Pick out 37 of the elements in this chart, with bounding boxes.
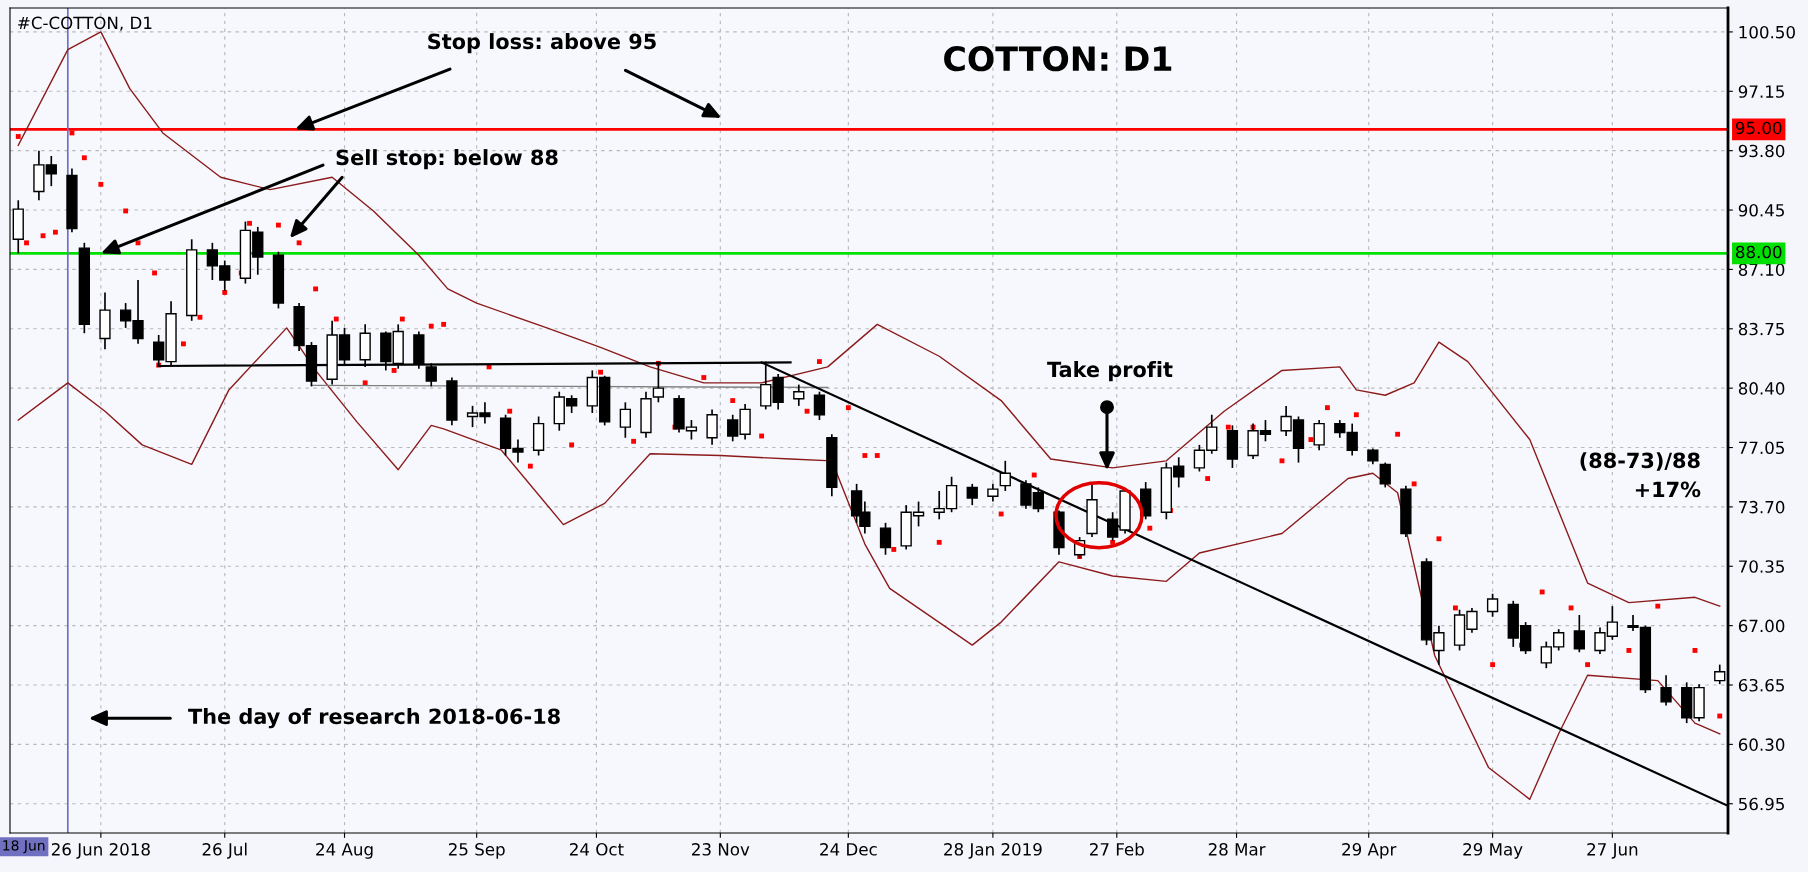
x-tick-label: 26 Jun 2018	[51, 843, 150, 859]
annotation: (88-73)/88	[1580, 452, 1700, 471]
x-tick-label: 29 May	[1463, 843, 1523, 859]
annotation: Sell stop: below 88	[336, 149, 558, 170]
y-tick-label: 100.50	[1739, 25, 1795, 39]
text: COTTON: D1	[944, 46, 1172, 72]
y-tick-label: 73.70	[1739, 500, 1785, 514]
x-tick-label: 24 Oct	[569, 843, 624, 856]
chart-subtitle: #C-COTTON, D1	[18, 16, 152, 31]
x-tick-label: 27 Jun	[1587, 843, 1638, 859]
annotation: +17%	[1635, 481, 1701, 498]
y-tick-label: 67.00	[1738, 619, 1785, 633]
y-tick-label: 80.40	[1738, 382, 1785, 395]
ref-line-label: 88.00	[1736, 245, 1782, 259]
x-tick-label: 29 Apr	[1342, 843, 1397, 859]
x-tick-label: 23 Nov	[692, 843, 750, 856]
y-tick-label: 77.05	[1739, 441, 1784, 455]
y-tick-label: 63.65	[1738, 678, 1784, 692]
y-tick-label: 70.35	[1739, 560, 1784, 573]
x-tick-label: 25 Sep	[448, 843, 505, 859]
ref-line-label: 18 Jun	[3, 840, 45, 854]
y-tick-label: 83.75	[1738, 322, 1784, 336]
x-tick-label: 27 Feb	[1090, 842, 1144, 856]
y-tick-label: 97.15	[1738, 85, 1784, 98]
y-tick-label: 56.95	[1739, 797, 1784, 811]
x-tick-label: 24 Aug	[316, 843, 373, 859]
x-tick-label: 24 Dec	[820, 843, 877, 856]
y-tick-label: 93.80	[1738, 144, 1785, 158]
ref-line-label: 95.00	[1735, 121, 1782, 135]
x-tick-label: 28 Jan 2019	[944, 843, 1042, 859]
y-tick-label: 60.30	[1738, 738, 1785, 751]
annotation: Stop loss: above 95	[428, 33, 656, 54]
y-tick-label: 90.45	[1738, 204, 1784, 217]
x-tick-label: 26 Jul	[202, 842, 247, 859]
x-tick-label: 28 Mar	[1208, 843, 1266, 856]
annotation: The day of research 2018-06-18	[188, 708, 560, 729]
annotation: Take profit	[1047, 361, 1173, 382]
